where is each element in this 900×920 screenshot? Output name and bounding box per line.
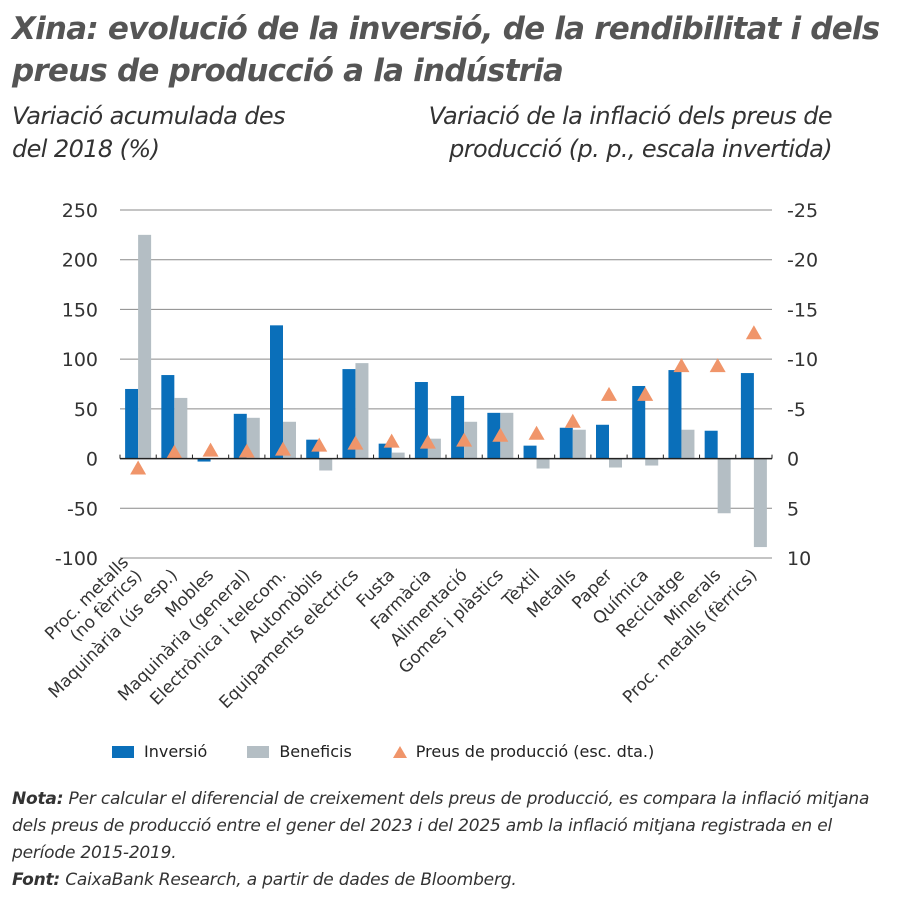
chart: 250200150100500-50-100-25-20-15-10-50510… <box>41 200 818 713</box>
bar-beneficis <box>174 397 188 459</box>
bar-inversio <box>632 385 646 459</box>
source-text: CaixaBank Research, a partir de dades de… <box>60 870 517 890</box>
bar-beneficis <box>319 458 333 471</box>
right-tick-label: -5 <box>787 399 806 421</box>
left-tick-label: 100 <box>62 349 98 371</box>
bar-inversio <box>451 395 465 459</box>
left-tick-label: 0 <box>86 449 98 471</box>
bar-beneficis <box>753 458 767 548</box>
legend-item-inversio: Inversió <box>112 742 207 761</box>
marker-preus <box>745 325 762 340</box>
source: Font: CaixaBank Research, a partir de da… <box>12 867 892 894</box>
right-tick-label: -20 <box>787 250 818 272</box>
marker-preus <box>275 441 291 456</box>
bar-beneficis <box>464 421 478 459</box>
left-tick-label: 50 <box>74 399 98 421</box>
bar-inversio <box>740 373 754 459</box>
legend-item-beneficis: Beneficis <box>247 742 352 761</box>
bar-inversio <box>596 424 609 459</box>
bar-inversio <box>414 382 428 459</box>
marker-preus <box>492 427 509 442</box>
note: Nota: Per calcular el diferencial de cre… <box>12 786 892 867</box>
note-label: Nota: <box>12 789 64 809</box>
marker-preus <box>238 443 255 458</box>
bar-inversio <box>523 445 537 459</box>
bar-beneficis <box>572 429 586 459</box>
marker-preus <box>564 413 581 428</box>
footnote: Nota: Per calcular el diferencial de cre… <box>12 786 892 894</box>
bar-beneficis <box>645 458 659 466</box>
bar-beneficis <box>609 458 622 468</box>
marker-preus <box>202 442 219 457</box>
triangle-icon <box>392 745 407 758</box>
bar-inversio <box>487 412 501 459</box>
bar-inversio <box>559 427 573 459</box>
bar-inversio <box>668 370 682 459</box>
bar-inversio <box>125 388 139 459</box>
bar-inversio <box>270 325 283 459</box>
legend-item-preus: Preus de producció (esc. dta.) <box>392 742 654 761</box>
bar-beneficis <box>500 412 514 459</box>
right-tick-label: -10 <box>787 349 818 371</box>
legend-swatch <box>112 745 134 758</box>
left-tick-label: 200 <box>62 250 98 272</box>
bar-beneficis <box>536 458 550 469</box>
bar-inversio <box>704 430 718 459</box>
marker-preus <box>347 435 364 450</box>
bar-inversio <box>161 375 175 459</box>
legend-label: Inversió <box>144 742 208 761</box>
legend-label: Preus de producció (esc. dta.) <box>415 742 655 761</box>
chart-title: Xina: evolució de la inversió, de la ren… <box>12 11 880 89</box>
bar-inversio <box>197 458 211 462</box>
legend-swatch <box>247 745 270 758</box>
right-tick-label: 0 <box>787 449 799 471</box>
left-tick-label: -100 <box>55 548 98 570</box>
legend: Inversió Beneficis Preus de producció (e… <box>112 742 694 761</box>
bar-beneficis <box>717 458 731 514</box>
right-tick-label: -15 <box>787 299 818 321</box>
marker-preus <box>311 437 328 452</box>
marker-preus <box>637 386 654 401</box>
right-tick-label: 10 <box>787 548 811 570</box>
marker-preus <box>166 444 183 459</box>
bar-inversio <box>233 413 247 459</box>
left-tick-label: 250 <box>62 200 98 222</box>
left-axis-label: Variació acumulada des del 2018 (%) <box>12 102 286 163</box>
marker-preus <box>456 432 473 447</box>
marker-preus <box>709 358 726 373</box>
right-axis-label: Variació de la inflació dels preus de pr… <box>428 102 833 163</box>
left-tick-label: -50 <box>67 498 98 520</box>
note-text: Per calcular el diferencial de creixemen… <box>12 789 870 863</box>
right-tick-label: 5 <box>787 498 799 520</box>
marker-preus <box>601 386 617 401</box>
bar-beneficis <box>681 429 695 459</box>
bar-beneficis <box>355 363 369 459</box>
marker-preus <box>383 433 400 448</box>
right-tick-label: -25 <box>787 200 818 222</box>
bar-beneficis <box>391 452 405 459</box>
bar-beneficis <box>138 234 152 459</box>
bar-beneficis <box>246 417 260 459</box>
left-tick-label: 150 <box>62 299 98 321</box>
legend-label: Beneficis <box>279 742 352 761</box>
marker-preus <box>130 460 147 475</box>
marker-preus <box>528 425 545 440</box>
marker-preus <box>673 358 690 373</box>
source-label: Font: <box>12 870 60 890</box>
bar-inversio <box>342 369 356 459</box>
marker-preus <box>419 434 436 449</box>
